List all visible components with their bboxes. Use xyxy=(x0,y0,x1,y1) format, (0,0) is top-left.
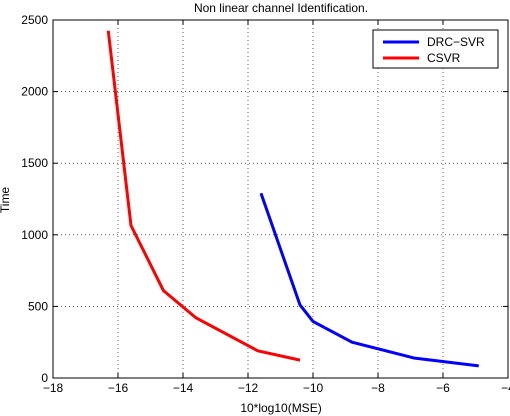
y-axis-title: Time xyxy=(0,187,12,214)
series-line-csvr xyxy=(106,30,301,362)
x-tick-label: −8 xyxy=(371,381,385,395)
y-tick-label: 0 xyxy=(41,371,48,385)
x-tick-label: −16 xyxy=(108,381,129,395)
x-tick-label: −4 xyxy=(501,381,510,395)
axis-ticks: −18 −16 −14 −12 −10 −8 −6 −4 0 500 1000 1500 2000 250… xyxy=(21,13,510,395)
legend-box xyxy=(372,29,499,69)
y-tick-label: 1000 xyxy=(21,228,48,242)
legend: DRC−SVR CSVR xyxy=(372,29,499,69)
plot-frame xyxy=(52,19,509,379)
y-tick-label: 2500 xyxy=(21,13,48,27)
x-tick-label: −10 xyxy=(303,381,324,395)
x-tick-label: −12 xyxy=(238,381,259,395)
series-lines xyxy=(106,30,479,368)
y-tick-label: 2000 xyxy=(21,85,48,99)
series-line-drc-svr xyxy=(259,192,479,368)
x-axis-title: 10*log10(MSE) xyxy=(240,401,321,415)
legend-label: DRC−SVR xyxy=(427,35,485,49)
legend-label: CSVR xyxy=(427,51,461,65)
y-tick-label: 500 xyxy=(28,299,48,313)
x-tick-label: −14 xyxy=(173,381,194,395)
x-tick-label: −6 xyxy=(436,381,450,395)
grid-lines xyxy=(53,19,508,378)
x-tick-label: −18 xyxy=(43,381,64,395)
chart-title: Non linear channel Identification. xyxy=(194,1,368,15)
y-tick-label: 1500 xyxy=(21,156,48,170)
